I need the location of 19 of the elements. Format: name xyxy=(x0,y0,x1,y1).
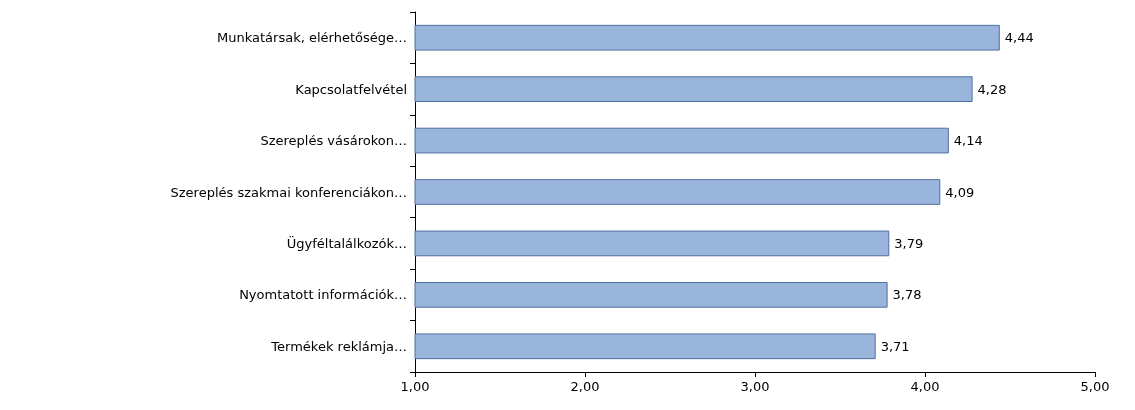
data-label: 4,44 xyxy=(1004,30,1034,46)
y-tick-label: Kapcsolatfelvétel xyxy=(295,81,407,97)
y-tick-label: Ügyféltalálkozók… xyxy=(286,234,407,251)
data-label: 4,28 xyxy=(977,81,1007,97)
x-tick-label: 1,00 xyxy=(400,379,430,394)
x-tick-label: 4,00 xyxy=(910,379,940,394)
data-label: 3,71 xyxy=(880,338,910,354)
x-tick-label: 3,00 xyxy=(740,379,770,394)
data-label: 3,79 xyxy=(894,235,924,251)
y-tick-label: Termékek reklámja… xyxy=(270,338,407,354)
y-tick-label: Szereplés szakmai konferenciákon… xyxy=(170,184,407,200)
y-tick-label: Nyomtatott információk… xyxy=(239,287,407,303)
data-label: 4,09 xyxy=(945,184,975,200)
y-tick-label: Szereplés vásárokon… xyxy=(260,133,407,149)
y-tick-label: Munkatársak, elérhetősége… xyxy=(217,30,407,46)
data-label: 3,78 xyxy=(892,287,922,303)
x-tick-label: 2,00 xyxy=(570,379,600,394)
data-label: 4,14 xyxy=(953,133,983,149)
x-tick-label: 5,00 xyxy=(1080,379,1110,394)
